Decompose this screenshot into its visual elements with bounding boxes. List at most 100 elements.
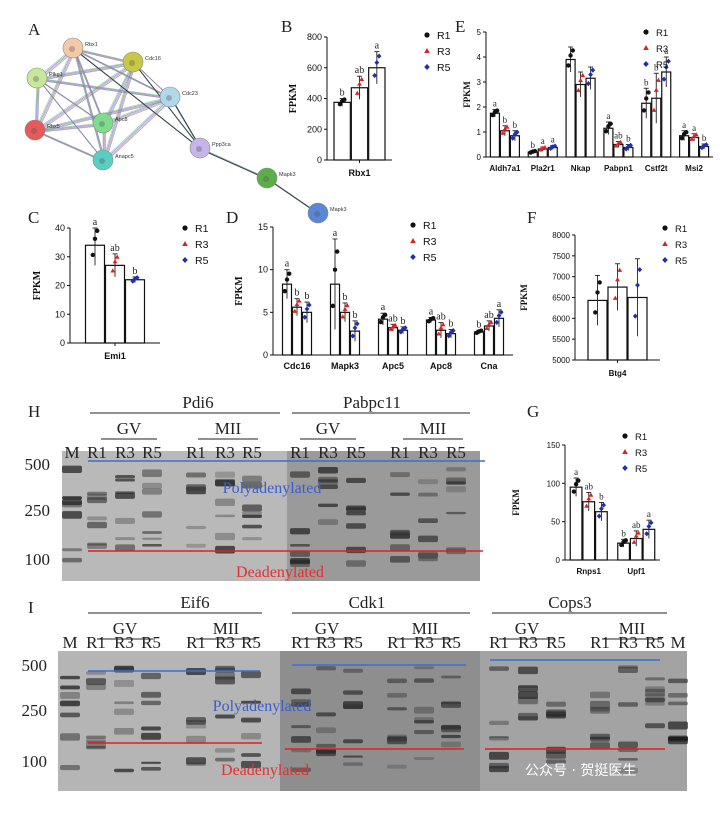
gel-band [414,757,434,760]
gel-band [346,560,366,567]
gel-band [489,666,509,671]
legend-marker [182,225,188,231]
y-tick-label: 10 [55,309,65,319]
gel-band [114,768,134,773]
gel-band [418,492,438,497]
data-point [538,147,543,152]
gel-band [215,676,235,685]
gel-band [645,677,665,681]
gel-band [241,760,261,769]
gel-band [590,733,610,742]
gel-band [242,537,262,541]
significance-letter: b [531,140,536,150]
stage-label-mii: MII [412,619,439,638]
data-point [340,314,346,319]
gel-band [141,767,161,771]
data-point [644,531,650,537]
data-point [337,101,343,107]
gel-band [390,555,410,563]
network-edge [37,64,136,133]
network-node [62,37,84,59]
data-point [571,489,577,494]
significance-letter: b [401,316,406,327]
legend-marker [662,225,668,231]
gel-band [318,479,338,486]
network-node-label: Cdc16 [145,56,161,62]
significance-letter: a [381,302,386,313]
gel-band [290,528,310,535]
gel-band [441,724,461,733]
gel-band [186,757,206,765]
gel-band [115,544,135,552]
data-point [532,148,538,154]
network-node-structure [314,211,320,217]
gel-band [141,732,161,740]
lane-label: R3 [115,443,135,462]
legend-marker [662,241,668,246]
gel-band [241,753,261,757]
lane-label: R5 [645,633,665,652]
y-tick-label: 50 [551,518,560,527]
data-point [354,321,360,327]
data-point [636,530,641,535]
data-point [703,142,709,148]
gel-band [142,511,162,518]
gel-band [186,717,206,725]
gel-band [343,762,363,766]
panel-b-label: B [281,17,293,36]
gel-band [291,702,311,707]
gel-band [668,735,688,741]
data-point [392,322,398,327]
gel-band [141,691,161,698]
gel-band [142,488,162,495]
gel-band [215,665,235,672]
gel-band [215,498,235,506]
significance-letter: a [541,136,545,146]
bar [473,331,485,356]
gel-band [645,723,665,729]
gel-band [590,700,610,709]
gel-band [518,666,538,675]
network-edge [38,63,135,80]
network-edge [104,98,172,125]
gel-band [242,481,262,489]
category-label: Apc8 [430,361,452,371]
gel-band [318,479,338,482]
significance-letter: b [305,291,310,302]
gel-band [87,493,107,500]
data-point [354,90,360,95]
y-tick-label: 6000 [552,314,570,323]
data-point [378,319,383,325]
gel-band [186,472,206,478]
data-point [548,145,553,152]
gel-band [186,735,206,744]
y-tick-label: 0 [263,350,268,360]
gel-band [590,706,610,712]
gel-band [387,764,407,769]
ladder-label: 250 [25,501,51,520]
gel-band [618,666,638,673]
gene-name: Eif6 [180,593,209,612]
gel-band [645,693,665,699]
significance-letter: a [664,46,668,56]
legend-marker [424,64,430,70]
gel-band [215,532,235,541]
significance-letter: ab [355,65,364,76]
gel-band [215,545,235,554]
gel-band [62,511,82,519]
gel-band [446,467,466,472]
lane-label: M [62,633,77,652]
data-point [635,282,640,288]
bar [124,279,146,344]
gel-band [290,471,310,478]
data-point [510,135,516,141]
gel-band [291,736,311,743]
y-tick-label: 5 [477,28,482,37]
y-tick-label: 0 [556,556,561,565]
gel-band [142,469,162,477]
data-point [388,326,394,331]
significance-letter: a [429,306,434,317]
gel-band [290,544,310,547]
data-point [350,333,356,339]
gel-band [241,671,261,679]
